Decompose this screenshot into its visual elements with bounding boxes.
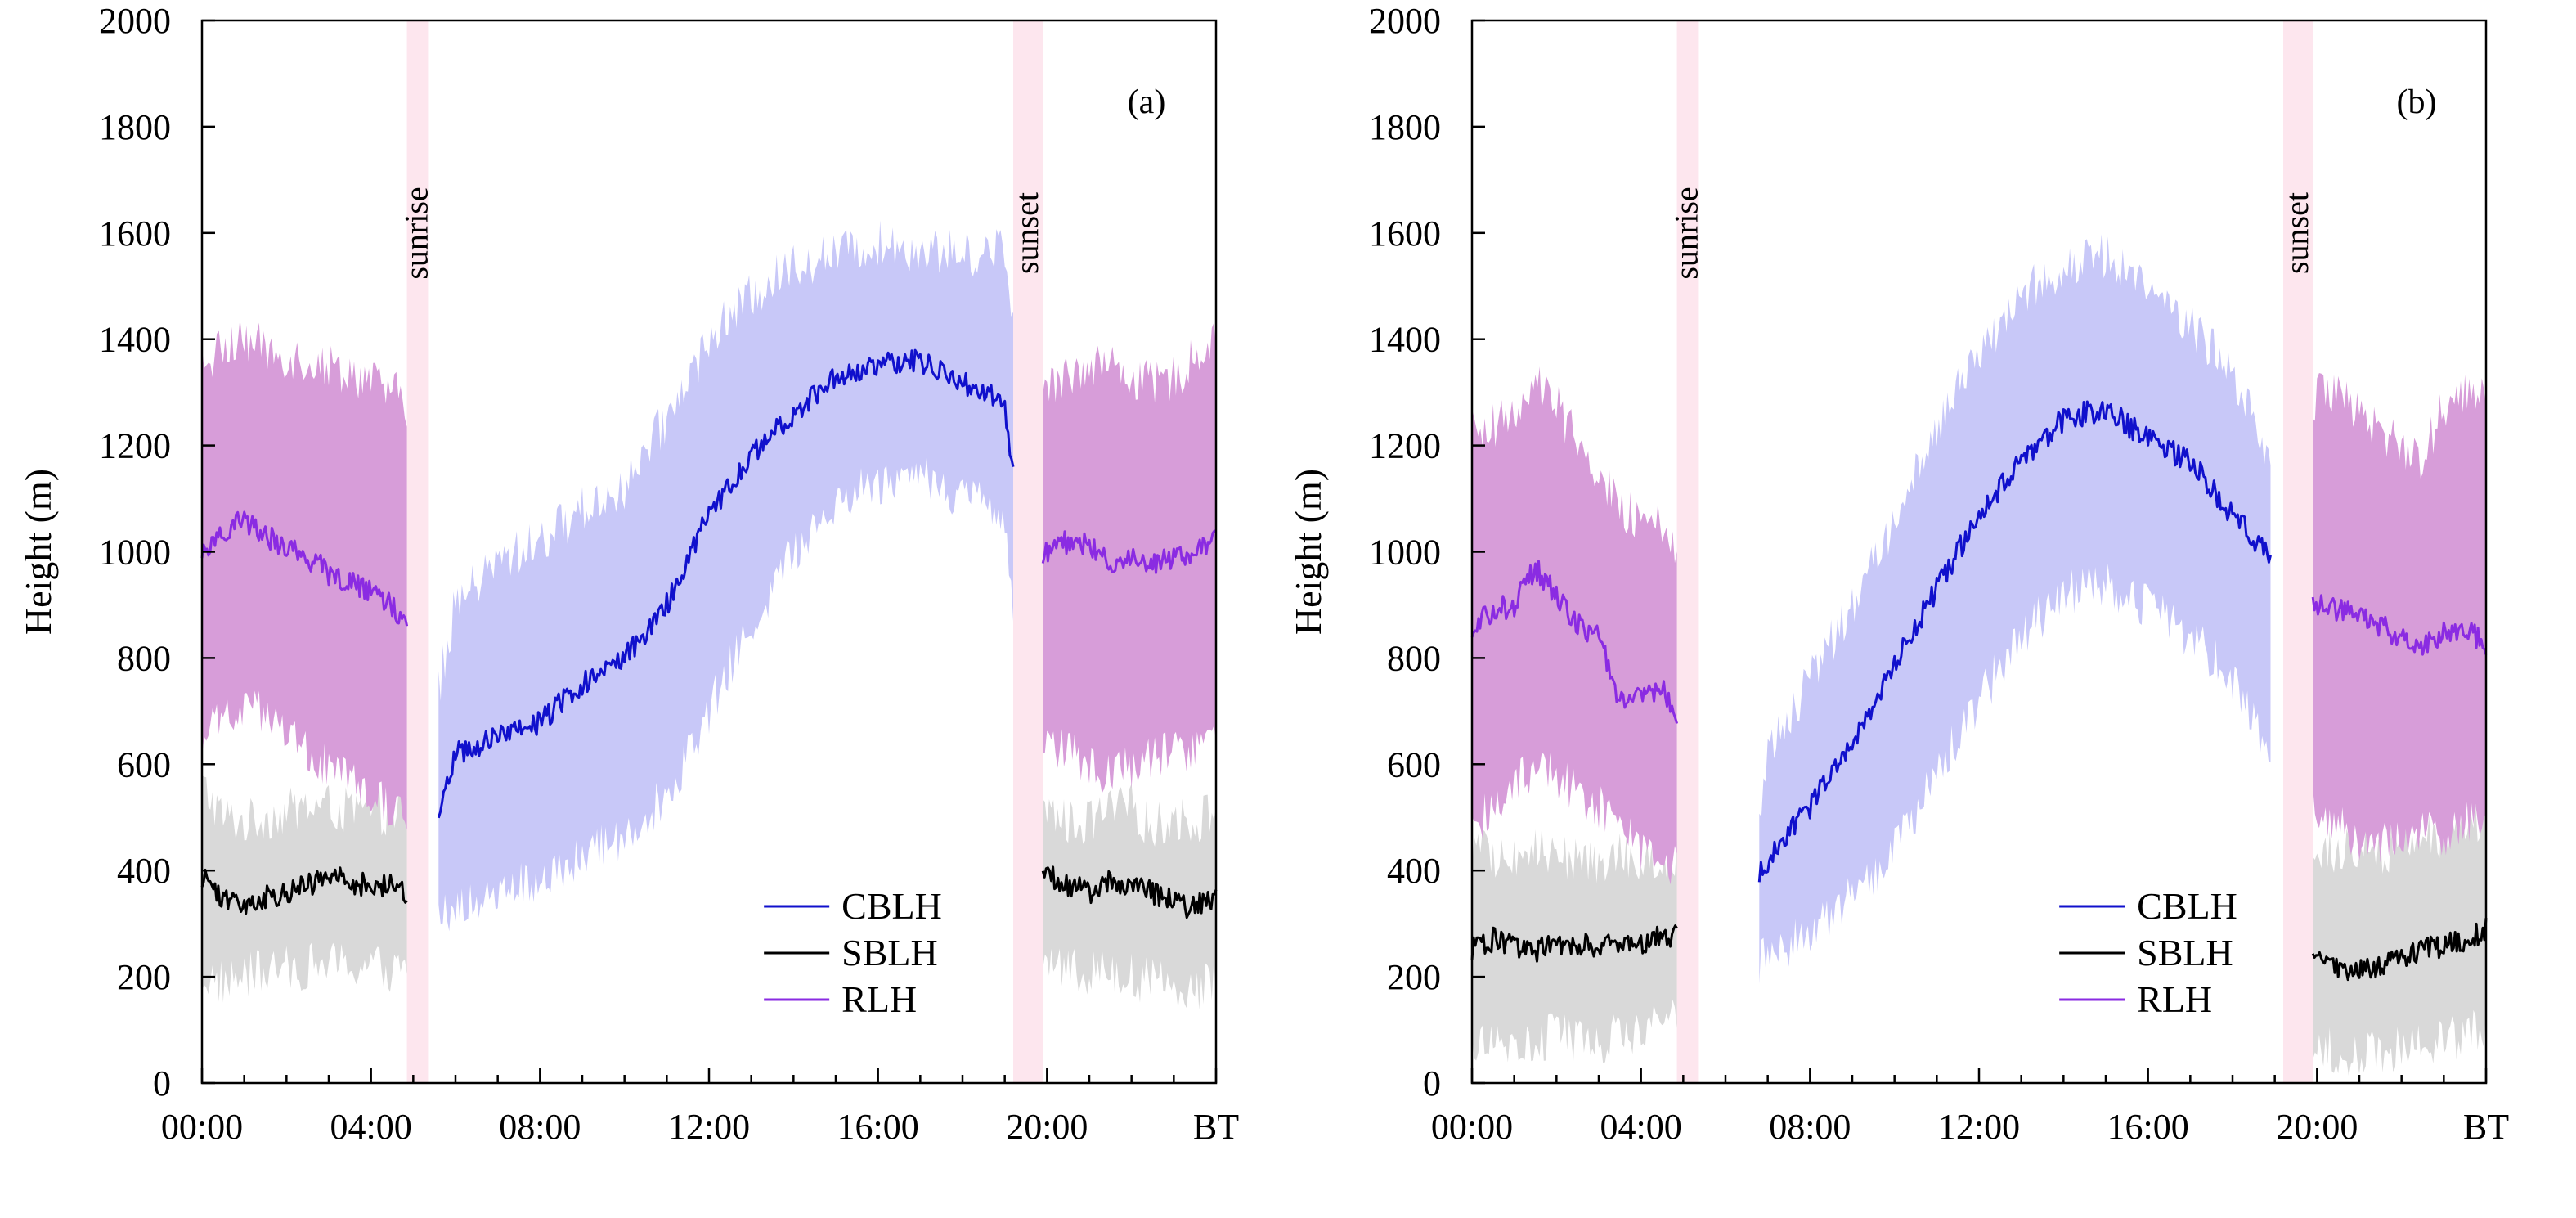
sblh-line-2 — [2311, 918, 2488, 982]
cblh-spread-band-1 — [1759, 234, 2271, 984]
y-tick-label: 1600 — [99, 213, 171, 254]
sblh-line-1 — [1470, 924, 1678, 963]
x-tick-label: 04:00 — [1600, 1107, 1682, 1147]
sunset-band — [2283, 20, 2313, 1083]
rlh-line-1 — [1470, 560, 1679, 725]
cblh-spread-band-1 — [438, 220, 1013, 932]
y-tick-label: 600 — [117, 744, 171, 784]
x-tick-label: 20:00 — [1006, 1107, 1088, 1147]
y-tick-label: 400 — [117, 851, 171, 891]
y-tick-label: 600 — [1387, 744, 1441, 784]
x-tick-label: 16:00 — [837, 1107, 919, 1147]
y-tick-label: 1000 — [1369, 533, 1441, 573]
rlh-line-2 — [1041, 529, 1218, 574]
y-tick-label: 800 — [117, 638, 171, 678]
y-tick-label: 1200 — [1369, 426, 1441, 466]
sblh-line-1 — [200, 866, 408, 915]
y-tick-label: 1600 — [1369, 213, 1441, 254]
y-axis-title: Height (m) — [1287, 469, 1329, 635]
x-tick-label: 20:00 — [2276, 1107, 2358, 1147]
legend: CBLH SBLH RLH — [764, 885, 942, 1020]
cblh-line-1 — [437, 348, 1015, 819]
x-tick-label: 12:00 — [668, 1107, 750, 1147]
legend-label-rlh: RLH — [2137, 978, 2212, 1020]
panel-label: (a) — [1128, 83, 1166, 121]
y-tick-label: 1800 — [99, 107, 171, 147]
x-tick-label: 08:00 — [499, 1107, 581, 1147]
legend-label-rlh: RLH — [841, 978, 917, 1020]
chart-panel-b: sunrise sunset 0 200 400 600 800 1000 1200 1400 16… — [1287, 1, 2509, 1147]
y-tick-label: 1400 — [99, 320, 171, 360]
y-axis-title: Height (m) — [17, 469, 59, 635]
sunrise-label: sunrise — [398, 187, 435, 279]
y-tick-label: 2000 — [1369, 1, 1441, 41]
x-tick-label: BT — [1193, 1107, 1239, 1147]
rlh-spread-band-1 — [202, 318, 407, 830]
y-tick-label: 0 — [1423, 1063, 1441, 1103]
y-tick-label: 200 — [1387, 957, 1441, 997]
sunset-label: sunset — [1008, 192, 1045, 274]
y-tick-label: 400 — [1387, 851, 1441, 891]
y-tick-label: 2000 — [99, 1, 171, 41]
y-tick-label: 1800 — [1369, 107, 1441, 147]
x-tick-label: 00:00 — [161, 1107, 243, 1147]
sunset-label: sunset — [2278, 192, 2315, 274]
chart-panel-a: sunrise sunset 0 200 400 600 800 1000 1200 1400 16… — [17, 1, 1239, 1147]
legend-label-sblh: SBLH — [841, 932, 938, 973]
legend: CBLH SBLH RLH — [2059, 885, 2237, 1020]
sunset-band — [1013, 20, 1043, 1083]
y-tick-label: 1200 — [99, 426, 171, 466]
sblh-line-2 — [1041, 865, 1218, 919]
y-tick-label: 800 — [1387, 638, 1441, 678]
x-tick-label: 04:00 — [330, 1107, 412, 1147]
sunrise-band — [406, 20, 429, 1083]
legend-label-sblh: SBLH — [2137, 932, 2233, 973]
panel-label: (b) — [2397, 83, 2437, 121]
x-tick-label: BT — [2463, 1107, 2509, 1147]
y-tick-label: 200 — [117, 957, 171, 997]
sunrise-band — [1676, 20, 1699, 1083]
legend-label-cblh: CBLH — [2137, 885, 2237, 927]
rlh-line-2 — [2311, 594, 2488, 656]
y-tick-label: 0 — [153, 1063, 171, 1103]
x-tick-label: 16:00 — [2107, 1107, 2189, 1147]
sunrise-label: sunrise — [1668, 187, 1705, 279]
x-tick-label: 08:00 — [1769, 1107, 1851, 1147]
y-tick-label: 1000 — [99, 533, 171, 573]
y-tick-label: 1400 — [1369, 320, 1441, 360]
sblh-spread-band-2 — [2313, 800, 2486, 1076]
rlh-line-1 — [200, 510, 409, 627]
x-tick-label: 12:00 — [1938, 1107, 2020, 1147]
cblh-line-1 — [1757, 400, 2272, 883]
rlh-spread-band-2 — [2313, 373, 2486, 863]
x-tick-label: 00:00 — [1431, 1107, 1513, 1147]
legend-label-cblh: CBLH — [841, 885, 942, 927]
sblh-spread-band-2 — [1043, 784, 1216, 1010]
